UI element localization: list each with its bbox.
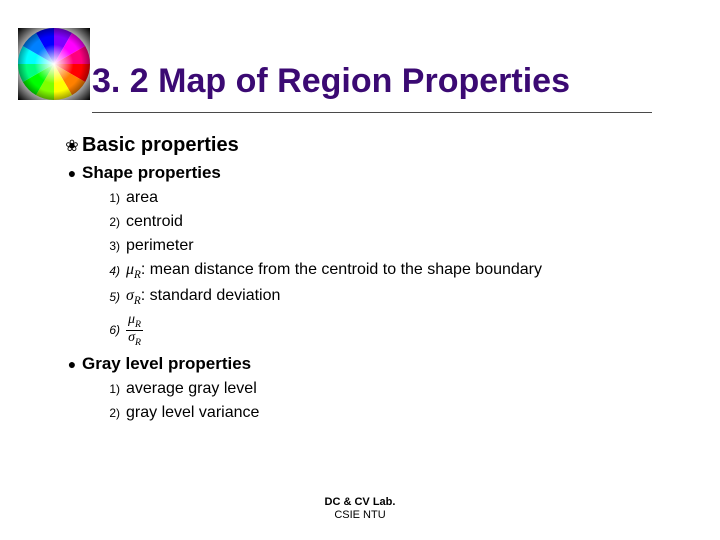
section-row: ● Gray level properties bbox=[62, 354, 662, 374]
slide-footer: DC & CV Lab. CSIE NTU bbox=[0, 496, 720, 522]
item-number: 1) bbox=[96, 382, 126, 396]
item-text: μR: mean distance from the centroid to t… bbox=[126, 261, 542, 281]
slide-title: 3. 2 Map of Region Properties bbox=[92, 62, 570, 101]
section-label: Shape properties bbox=[82, 163, 221, 183]
section-label: Gray level properties bbox=[82, 354, 251, 374]
heading-text: Basic properties bbox=[82, 134, 239, 157]
footer-line-1: DC & CV Lab. bbox=[0, 496, 720, 509]
item-text: gray level variance bbox=[126, 404, 259, 422]
flower-bullet-icon: ❀ bbox=[62, 136, 82, 156]
heading-row: ❀ Basic properties bbox=[62, 134, 662, 157]
item-text: σR: standard deviation bbox=[126, 287, 280, 307]
list-item: 2) centroid bbox=[62, 213, 662, 231]
slide-body: ❀ Basic properties ● Shape properties 1)… bbox=[62, 134, 662, 428]
item-number: 5) bbox=[96, 290, 126, 304]
list-item: 1) average gray level bbox=[62, 380, 662, 398]
dot-bullet-icon: ● bbox=[62, 165, 82, 181]
item-number: 1) bbox=[96, 191, 126, 205]
item-number: 2) bbox=[96, 215, 126, 229]
footer-line-2: CSIE NTU bbox=[0, 509, 720, 522]
slide: 3. 2 Map of Region Properties ❀ Basic pr… bbox=[0, 0, 720, 540]
item-text: perimeter bbox=[126, 237, 194, 255]
title-rule bbox=[92, 112, 652, 113]
list-item: 6) μRσR bbox=[62, 313, 662, 347]
list-item: 3) perimeter bbox=[62, 237, 662, 255]
item-text: μRσR bbox=[126, 313, 143, 347]
section-row: ● Shape properties bbox=[62, 163, 662, 183]
item-text: centroid bbox=[126, 213, 183, 231]
dot-bullet-icon: ● bbox=[62, 356, 82, 372]
list-item: 5) σR: standard deviation bbox=[62, 287, 662, 307]
item-text: average gray level bbox=[126, 380, 257, 398]
item-text: area bbox=[126, 189, 158, 207]
item-number: 6) bbox=[96, 323, 126, 337]
logo-color-wheel bbox=[18, 28, 90, 100]
list-item: 4) μR: mean distance from the centroid t… bbox=[62, 261, 662, 281]
list-item: 2) gray level variance bbox=[62, 404, 662, 422]
list-item: 1) area bbox=[62, 189, 662, 207]
item-number: 2) bbox=[96, 406, 126, 420]
item-number: 4) bbox=[96, 264, 126, 278]
item-number: 3) bbox=[96, 239, 126, 253]
